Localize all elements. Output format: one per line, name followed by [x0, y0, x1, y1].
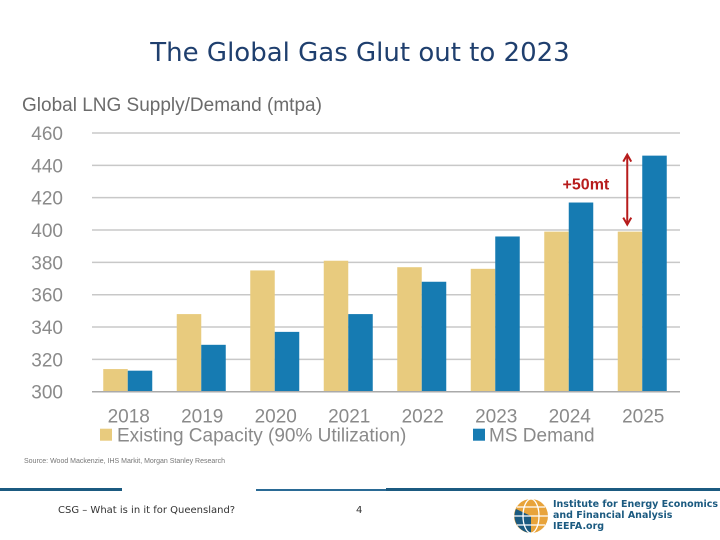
source-note: Source: Wood Mackenzie, IHS Markit, Morg… [24, 458, 226, 465]
slide-title: The Global Gas Glut out to 2023 [150, 38, 570, 68]
bar-demand [642, 155, 667, 392]
y-tick-label: 440 [31, 156, 63, 177]
annotation-label: +50mt [563, 177, 610, 194]
legend-swatch-capacity [100, 428, 112, 441]
bar-demand [568, 202, 594, 392]
bar-capacity [323, 260, 349, 392]
x-tick-label: 2025 [622, 407, 664, 428]
x-tick-label: 2020 [255, 407, 297, 428]
legend-swatch-demand [473, 428, 485, 441]
ieefa-globe-logo [514, 498, 548, 534]
logo-line: and Financial Analysis [553, 510, 673, 521]
bar-capacity [103, 369, 128, 392]
bar-capacity [250, 270, 275, 392]
bar-demand [274, 331, 300, 392]
x-tick-label: 2021 [328, 407, 370, 428]
y-tick-label: 340 [31, 318, 63, 339]
bar-demand [495, 236, 520, 392]
bar-capacity [617, 231, 643, 392]
logo-line: Institute for Energy Economics [553, 499, 719, 510]
y-tick-label: 380 [31, 253, 63, 274]
y-tick-label: 360 [31, 286, 63, 307]
x-tick-label: 2024 [549, 407, 592, 428]
bar-demand [348, 314, 373, 392]
legend-label-demand: MS Demand [489, 426, 595, 447]
x-tick-label: 2022 [402, 407, 444, 428]
y-tick-label: 400 [31, 221, 63, 242]
bar-demand [127, 370, 153, 392]
x-tick-label: 2023 [475, 407, 517, 428]
footer-rule [256, 489, 386, 491]
chart-title: Global LNG Supply/Demand (mtpa) [22, 95, 322, 116]
bar-capacity [544, 231, 569, 392]
y-tick-label: 460 [31, 124, 63, 145]
bar-capacity [397, 267, 422, 392]
logo-text: Institute for Energy Economics and Finan… [553, 499, 718, 532]
y-tick-label: 420 [31, 189, 63, 210]
y-tick-label: 320 [31, 350, 63, 371]
y-tick-label: 300 [31, 383, 63, 404]
x-tick-label: 2019 [181, 407, 223, 428]
logo-line: IEEFA.org [553, 521, 605, 532]
bar-capacity [470, 268, 496, 392]
bar-demand [201, 344, 226, 392]
footer-title: CSG – What is in it for Queensland? [58, 505, 236, 516]
footer-rule [0, 488, 122, 491]
x-tick-label: 2018 [108, 407, 150, 428]
arrowheads-icon [622, 152, 633, 227]
bar-capacity [176, 314, 202, 392]
page-number: 4 [356, 505, 363, 516]
bar-demand [421, 281, 447, 392]
footer-rule [386, 488, 720, 491]
legend-label-capacity: Existing Capacity (90% Utilization) [117, 426, 406, 447]
bar-chart: 300 320 340 360 380 400 420 440 460 2018 2019 2020 2… [31, 124, 680, 447]
